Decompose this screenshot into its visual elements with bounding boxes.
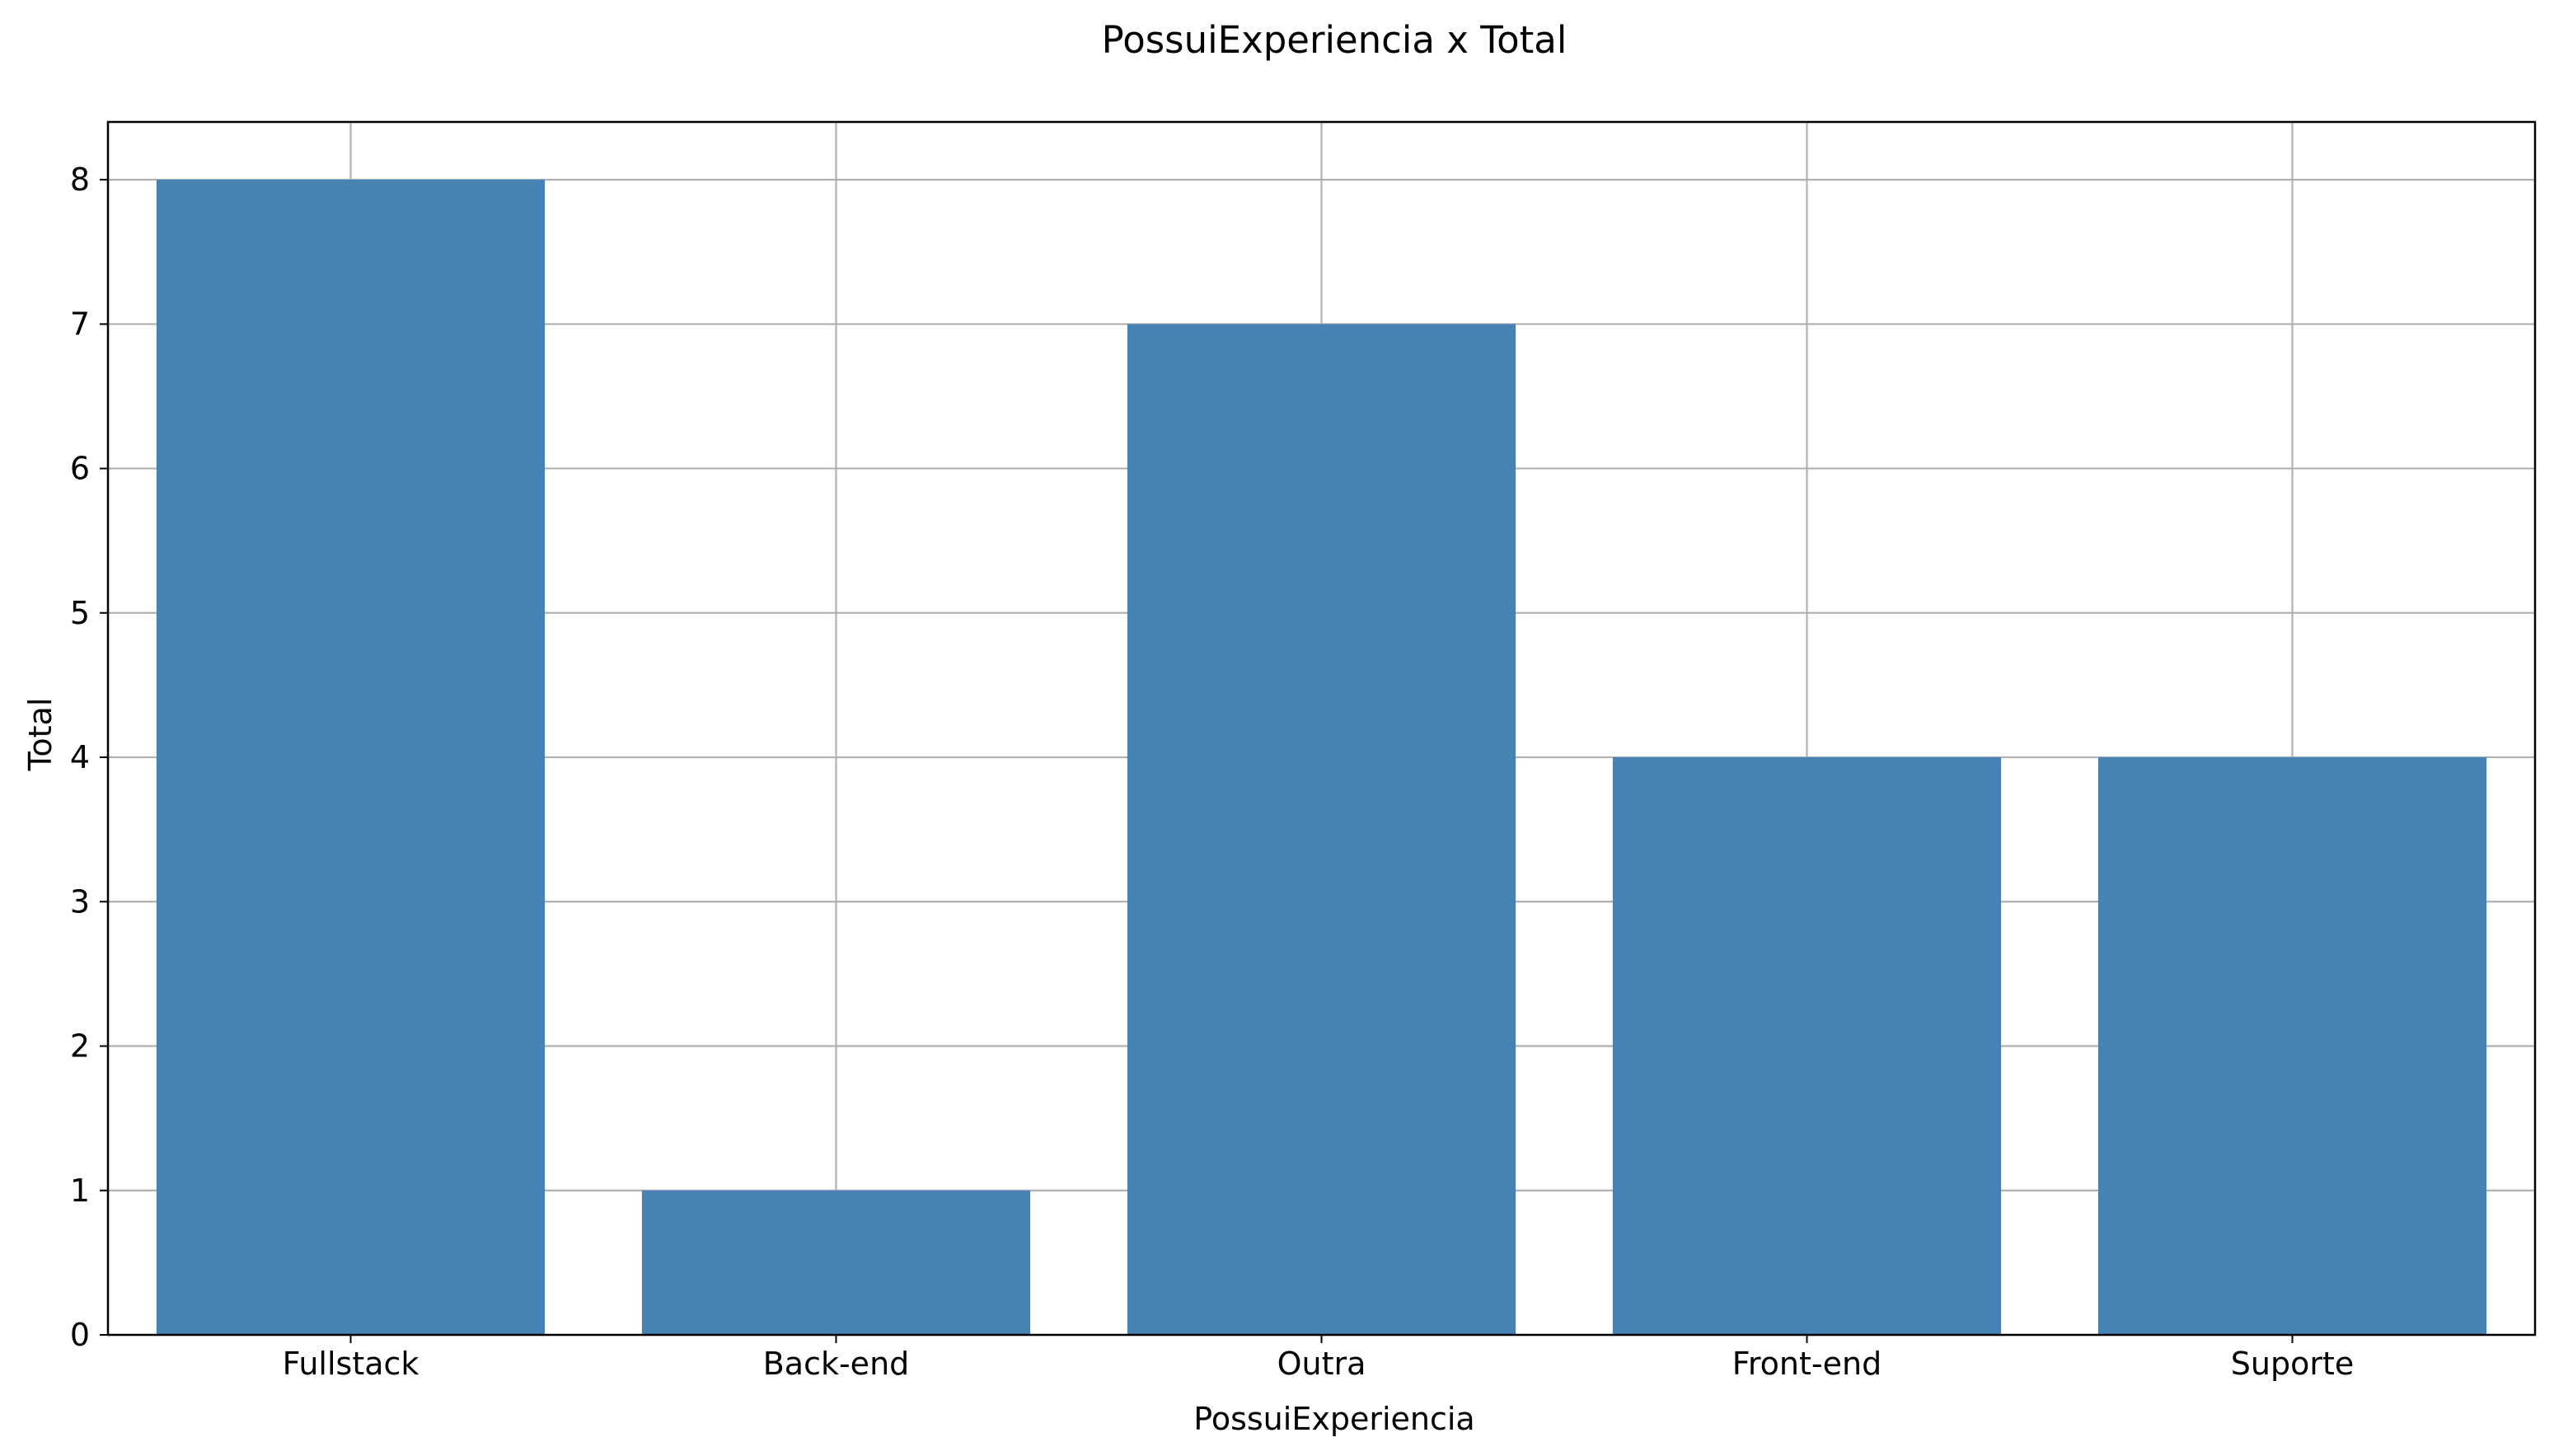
y-tick-label: 8 xyxy=(70,162,90,198)
bar-layer xyxy=(156,180,2487,1336)
y-tick-label: 0 xyxy=(70,1317,90,1353)
axes-frame xyxy=(106,120,2537,1337)
y-tick-label: 1 xyxy=(70,1173,90,1209)
x-tick-label: Front-end xyxy=(1732,1346,1882,1382)
tick-layer: 0 1 2 3 4 5 6 7 8 Fullstack Back-end Outra Front-end… xyxy=(70,162,2354,1382)
y-tick-label: 7 xyxy=(70,306,90,342)
y-tick-label: 5 xyxy=(70,595,90,631)
bar-outra xyxy=(1127,324,1516,1335)
bar-suporte xyxy=(2097,757,2487,1335)
bar-fullstack xyxy=(156,180,546,1336)
y-tick-label: 4 xyxy=(70,739,90,775)
x-tick-label: Outra xyxy=(1277,1346,1366,1382)
x-tick-label: Back-end xyxy=(763,1346,910,1382)
y-tick-label: 2 xyxy=(70,1028,90,1065)
x-tick-label: Suporte xyxy=(2231,1346,2354,1382)
x-axis-label: PossuiExperiencia xyxy=(1193,1401,1474,1437)
y-tick-label: 3 xyxy=(70,883,90,920)
bar-front-end xyxy=(1612,757,2002,1335)
chart-title: PossuiExperiencia x Total xyxy=(1102,18,1568,62)
bar-back-end xyxy=(641,1190,1031,1335)
x-tick-label: Fullstack xyxy=(283,1346,419,1382)
y-axis-label: Total xyxy=(22,698,59,772)
y-tick-label: 6 xyxy=(70,451,90,487)
